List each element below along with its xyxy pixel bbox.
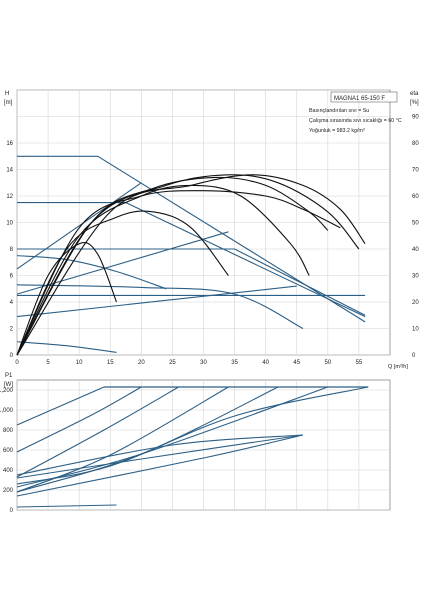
head-curve xyxy=(16,255,167,290)
eta-tick-label: 60 xyxy=(412,194,419,200)
efficiency-curve xyxy=(16,174,360,356)
x-tick-label: 50 xyxy=(324,360,331,366)
y2-axis-unit-eta: [%] xyxy=(410,100,419,106)
p1-tick-label: 800 xyxy=(3,428,14,434)
x-tick-label: 20 xyxy=(138,360,145,366)
eta-tick-label: 80 xyxy=(412,141,419,147)
power-curve xyxy=(16,386,369,485)
p1-tick-label: 0 xyxy=(10,508,14,514)
eta-tick-label: 50 xyxy=(412,221,419,227)
x-axis-label-q: Q [m³/h] xyxy=(388,364,408,370)
h-tick-label: 14 xyxy=(6,168,13,174)
x-tick-label: 10 xyxy=(76,360,83,366)
x-tick-label: 45 xyxy=(293,360,300,366)
efficiency-curve xyxy=(16,174,366,356)
power-curve xyxy=(16,386,105,426)
power-curve xyxy=(16,434,304,479)
h-tick-label: 8 xyxy=(10,247,14,253)
model-title: MAGNA1 65-150 F xyxy=(334,96,385,102)
x-tick-label: 25 xyxy=(169,360,176,366)
head-curves xyxy=(16,155,366,353)
power-grid xyxy=(16,380,390,511)
efficiency-curves xyxy=(16,174,366,356)
eta-tick-label: 70 xyxy=(412,168,419,174)
power-tick-labels: 0 200 400 600 800 1,000 1,200 xyxy=(0,388,14,514)
eta-tick-label: 20 xyxy=(412,300,419,306)
model-title-box xyxy=(330,91,398,103)
x-tick-label: 0 xyxy=(15,360,19,366)
h-tick-label: 0 xyxy=(10,353,14,359)
h-tick-label: 2 xyxy=(10,327,14,333)
eta-tick-label: 30 xyxy=(412,274,419,280)
x-tick-label: 40 xyxy=(262,360,269,366)
head-curve xyxy=(16,341,117,353)
p1-tick-label: 200 xyxy=(3,488,14,494)
h-tick-label: 4 xyxy=(10,300,14,306)
head-curve xyxy=(16,231,229,295)
x-tick-label: 15 xyxy=(107,360,114,366)
efficiency-curve xyxy=(16,184,310,356)
eta-tick-label: 90 xyxy=(412,115,419,121)
power-curve xyxy=(16,386,179,478)
x-tick-label: 35 xyxy=(231,360,238,366)
y-axis-label-p1: P1 xyxy=(5,373,13,379)
p1-tick-label: 600 xyxy=(3,448,14,454)
x-tick-label: 55 xyxy=(356,360,363,366)
p1-tick-label: 1,200 xyxy=(0,388,14,394)
power-curves xyxy=(16,386,369,508)
x-tick-label: 30 xyxy=(200,360,207,366)
efficiency-curve xyxy=(16,210,229,356)
temperature-note: Çalışma sırasında sıvı sıcaklığı = 60 °C xyxy=(309,118,402,124)
p1-tick-label: 1,000 xyxy=(0,408,14,414)
head-curve xyxy=(16,182,142,270)
head-curve xyxy=(16,284,304,329)
y2-axis-label-eta: eta xyxy=(410,91,419,97)
y-axis-label-h: H xyxy=(5,91,9,97)
y-axis-unit-p1: [W] xyxy=(4,382,13,388)
power-curve xyxy=(16,434,304,497)
head-curve xyxy=(17,248,366,316)
eta-tick-label: 0 xyxy=(412,353,416,359)
power-curve xyxy=(16,386,229,493)
density-note: Yoğunluk = 983.2 kg/m³ xyxy=(309,128,365,134)
power-curve xyxy=(16,504,117,508)
h-tick-label: 16 xyxy=(6,141,13,147)
head-curve xyxy=(16,285,297,318)
fluid-note: Basınçlandırılan sıvı = Su xyxy=(309,108,369,114)
efficiency-curve xyxy=(16,190,341,356)
head-tick-labels: 0 5 10 15 20 25 30 35 40 45 50 55 0 2 4 6 8 10 12 14 16 0 10 20… xyxy=(6,115,419,367)
h-tick-label: 10 xyxy=(6,221,13,227)
eta-tick-label: 10 xyxy=(412,327,419,333)
power-curve xyxy=(16,386,142,453)
h-tick-label: 12 xyxy=(6,194,13,200)
eta-tick-label: 40 xyxy=(412,247,419,253)
y-axis-unit-h: [m] xyxy=(4,100,13,106)
power-curve xyxy=(16,386,279,493)
power-curve xyxy=(16,434,304,476)
p1-tick-label: 400 xyxy=(3,468,14,474)
x-tick-label: 5 xyxy=(46,360,50,366)
efficiency-curve xyxy=(16,241,118,356)
head-curve xyxy=(17,155,366,323)
h-tick-label: 6 xyxy=(10,274,14,280)
